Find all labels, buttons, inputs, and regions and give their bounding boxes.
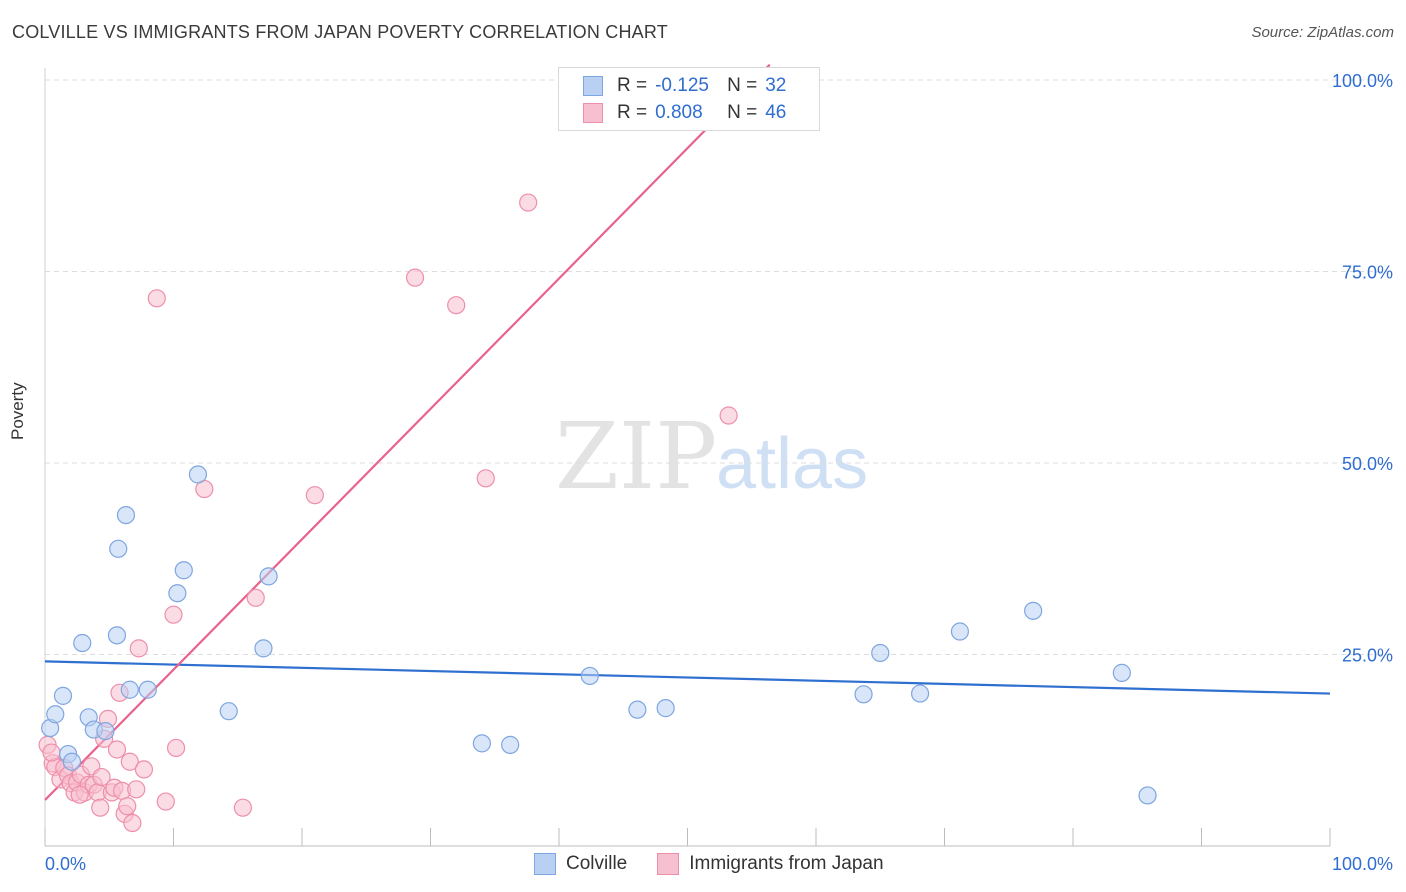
japan-point [42,743,61,762]
colville-point [168,584,187,603]
japan-point [70,785,89,804]
colville-point [116,505,136,525]
colville-point [910,684,930,703]
legend-item-japan[interactable]: Immigrants from Japan [657,853,884,875]
japan-point [92,767,111,787]
y-tick-label: 75.0% [1342,263,1393,283]
n-value: 32 [765,75,787,96]
colville-point [871,643,890,663]
watermark: ZIP atlas [555,403,868,510]
colville-trend-line [44,660,1331,695]
japan-point [147,289,166,308]
japan-point [107,740,127,759]
chart-title: COLVILLE VS IMMIGRANTS FROM JAPAN POVERT… [12,22,668,42]
japan-point [156,792,175,811]
japan-point [476,469,495,488]
y-tick-label: 100.0% [1332,71,1393,91]
japan-point [405,268,425,287]
japan-point [120,752,139,771]
colville-point [62,752,82,771]
japan-trend-line [44,63,771,801]
colville-point [854,685,873,704]
colville-point [188,465,208,484]
colville-point [1138,786,1157,805]
colville-point [219,702,238,721]
y-tick-label: 25.0% [1342,646,1393,666]
colville-point [628,700,647,719]
colville-point [580,666,599,686]
colville-point [46,705,65,724]
japan-point [123,813,142,833]
colville-point [138,680,157,699]
legend-row-japan: R = 0.808 N = 46 [583,100,794,126]
r-value: -0.125 [655,75,709,96]
japan-point [127,780,146,799]
watermark-atlas: atlas [716,424,868,504]
colville-point [501,735,520,754]
japan-point [118,797,137,816]
watermark-zip: ZIP [555,403,717,510]
colville-swatch [534,853,556,875]
japan-point [233,798,252,817]
colville-point [120,680,139,699]
japan-point [91,798,110,817]
n-value: 46 [765,102,787,123]
grid [45,79,1392,655]
r-label: R = [617,75,648,96]
x-tick-label: 0.0% [45,854,86,874]
axes [44,68,1331,847]
colville-point [96,721,115,741]
colville-point [656,699,675,718]
y-tick-labels: 25.0% 50.0% 75.0% 100.0% [1332,71,1393,666]
japan-point [719,406,738,425]
japan-point [164,605,183,624]
japan-swatch [657,853,680,875]
colville-point [1024,601,1043,620]
r-value: 0.808 [655,102,703,123]
colville-point [950,622,970,641]
trend-lines [44,63,1331,801]
data-points [38,193,1157,833]
japan-point [166,738,186,758]
legend-row-colville: R = -0.125 N = 32 [583,73,794,99]
japan-swatch [583,103,603,123]
colville-point [109,539,128,558]
source-label: Source: ZipAtlas.com [1251,24,1394,41]
legend-item-colville[interactable]: Colville [534,853,627,875]
colville-point [254,639,273,658]
colville-swatch [583,76,603,96]
legend-label: Immigrants from Japan [689,853,884,874]
legend-label: Colville [566,853,628,874]
colville-point [1112,663,1131,682]
japan-point [246,588,265,607]
colville-point [73,633,92,653]
colville-point [259,567,278,586]
n-label: N = [727,75,758,96]
japan-point [134,760,154,779]
colville-point [174,561,193,580]
series-legend: Colville Immigrants from Japan [534,851,914,877]
y-tick-label: 50.0% [1342,454,1393,474]
colville-point [472,734,491,753]
x-tick-label: 100.0% [1332,854,1393,874]
r-label: R = [617,102,648,123]
x-tick-labels: 0.0% 100.0% [45,854,1393,874]
japan-point [519,193,538,212]
n-label: N = [727,102,758,123]
correlation-legend: R = -0.125 N = 32 R = 0.808 N = 46 [558,67,820,131]
japan-point [129,639,148,658]
colville-point [53,686,73,705]
colville-point [107,626,127,645]
japan-point [305,486,324,505]
japan-point [447,296,466,315]
